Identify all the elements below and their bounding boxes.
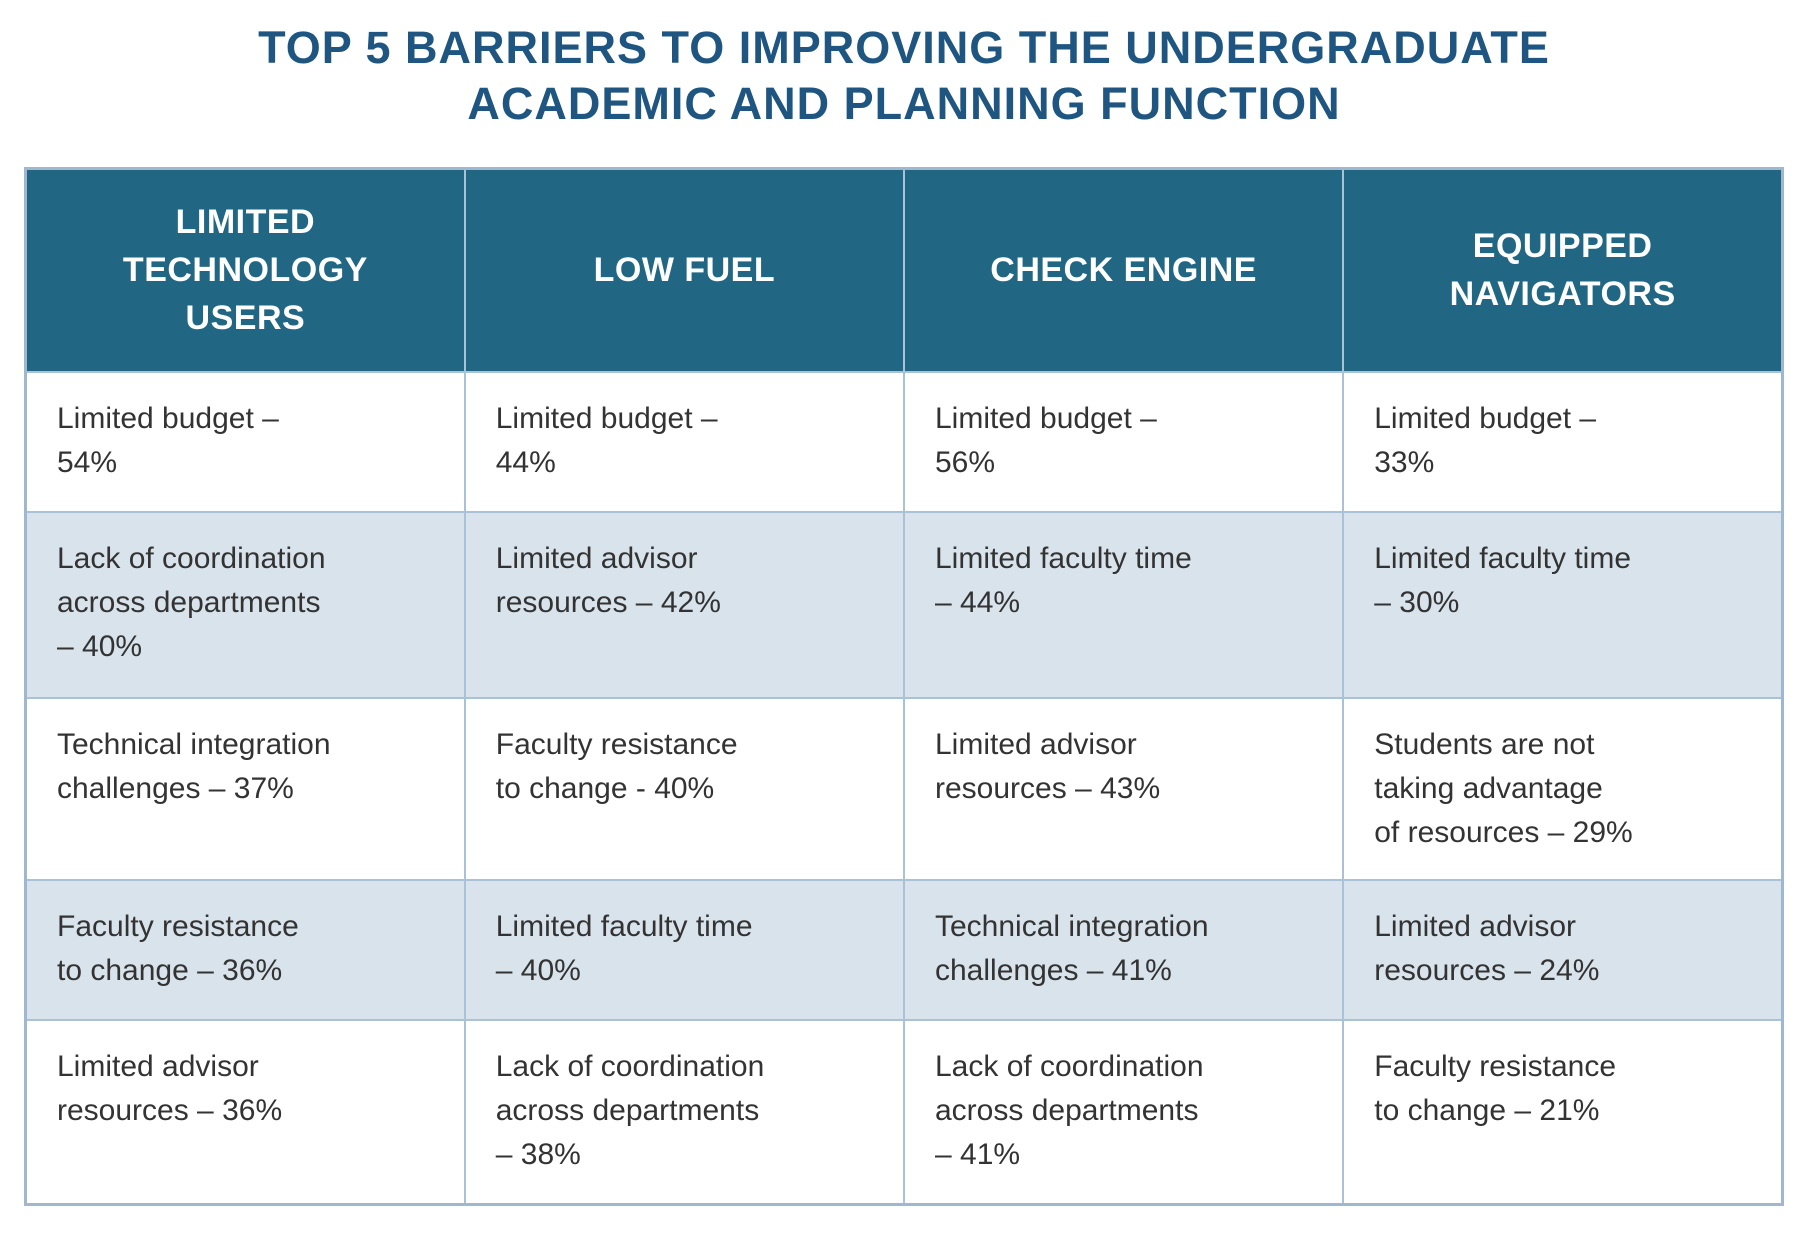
table-row: Faculty resistance to change – 36% Limit… [24, 879, 1784, 1022]
table-cell: Technical integration challenges – 41% [902, 879, 1345, 1022]
column-header-equipped-navigators: EQUIPPED NAVIGATORS [1342, 167, 1784, 373]
table-cell: Limited budget – 54% [24, 371, 466, 513]
table-cell: Limited advisor resources – 43% [902, 696, 1345, 882]
table-cell: Faculty resistance to change – 21% [1342, 1019, 1784, 1206]
table-row: Limited advisor resources – 36% Lack of … [24, 1019, 1784, 1206]
table-cell: Limited advisor resources – 42% [463, 511, 906, 699]
table-cell: Limited budget – 44% [463, 371, 906, 513]
table-cell: Limited faculty time – 44% [902, 511, 1345, 699]
table-cell: Limited advisor resources – 24% [1342, 879, 1784, 1022]
table-cell: Lack of coordination across departments … [463, 1019, 906, 1206]
column-header-check-engine: CHECK ENGINE [902, 167, 1345, 373]
table-cell: Technical integration challenges – 37% [24, 696, 466, 882]
table-cell: Students are not taking advantage of res… [1342, 696, 1784, 882]
table-row: Lack of coordination across departments … [24, 511, 1784, 699]
table-row: Technical integration challenges – 37% F… [24, 696, 1784, 882]
table-cell: Faculty resistance to change - 40% [463, 696, 906, 882]
table-cell: Limited advisor resources – 36% [24, 1019, 466, 1206]
table-cell: Limited budget – 33% [1342, 371, 1784, 513]
table-cell: Faculty resistance to change – 36% [24, 879, 466, 1022]
column-header-low-fuel: LOW FUEL [463, 167, 906, 373]
table-cell: Limited faculty time – 30% [1342, 511, 1784, 699]
table-cell: Limited faculty time – 40% [463, 879, 906, 1022]
column-header-limited-technology-users: LIMITED TECHNOLOGY USERS [24, 167, 466, 373]
table-header: LIMITED TECHNOLOGY USERS LOW FUEL CHECK … [24, 167, 1784, 373]
table-body: Limited budget – 54% Limited budget – 44… [24, 371, 1784, 1206]
barriers-table: LIMITED TECHNOLOGY USERS LOW FUEL CHECK … [24, 166, 1784, 1206]
table-cell: Lack of coordination across departments … [24, 511, 466, 699]
header-row: LIMITED TECHNOLOGY USERS LOW FUEL CHECK … [24, 167, 1784, 373]
page-title: TOP 5 BARRIERS TO IMPROVING THE UNDERGRA… [258, 22, 1550, 130]
table-cell: Limited budget – 56% [902, 371, 1345, 513]
table-cell: Lack of coordination across departments … [902, 1019, 1345, 1206]
table-row: Limited budget – 54% Limited budget – 44… [24, 371, 1784, 513]
